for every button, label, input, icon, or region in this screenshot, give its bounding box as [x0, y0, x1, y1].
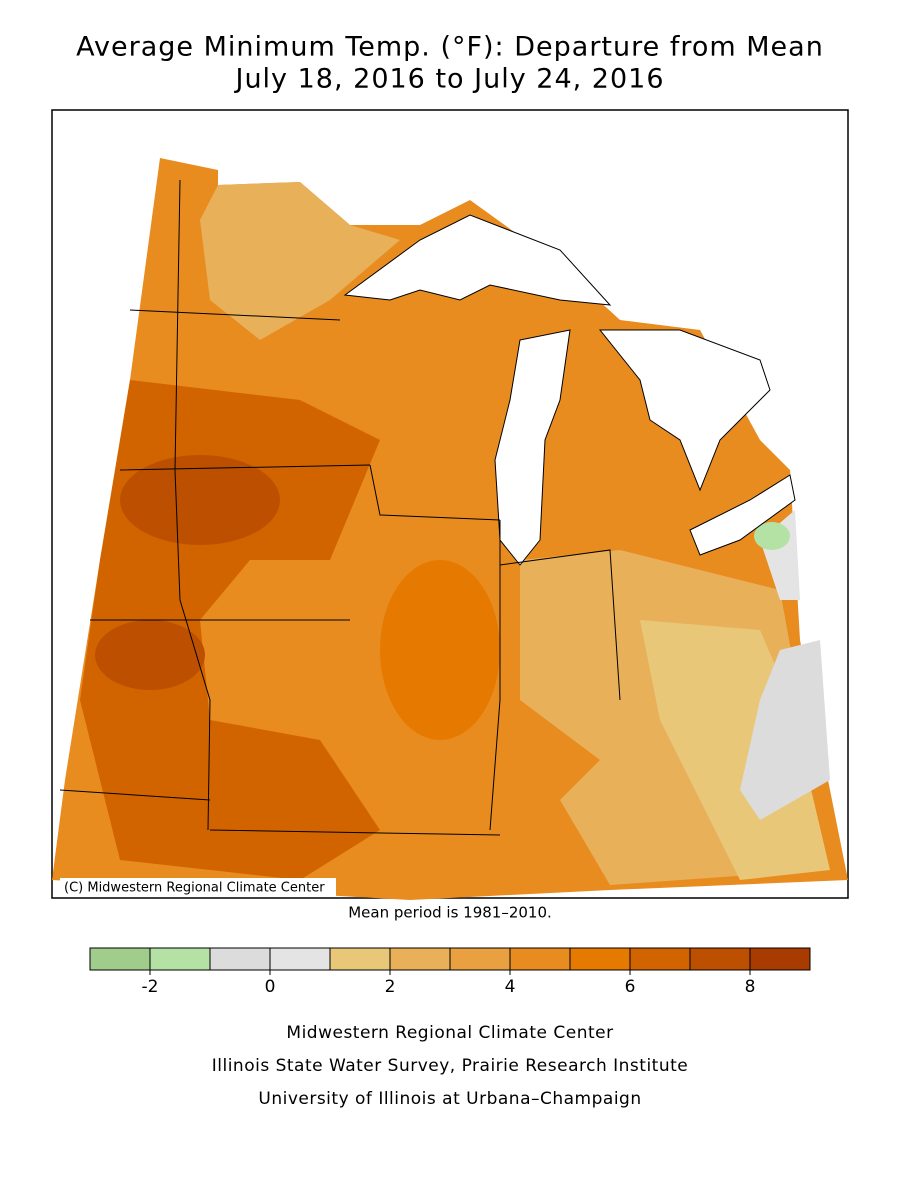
colorbar-cell — [209, 947, 271, 971]
colorbar-cell — [269, 947, 331, 971]
state-lines — [59, 179, 621, 836]
mean-period: Mean period is 1981–2010. — [348, 904, 552, 922]
credit: Illinois State Water Survey, Prairie Res… — [212, 1056, 688, 1076]
credit: University of Illinois at Urbana–Champai… — [258, 1089, 641, 1109]
colorbar-tick-label: 0 — [265, 977, 276, 997]
region-darker — [120, 455, 280, 545]
colorbar-cell — [149, 947, 211, 971]
region-darker — [95, 620, 205, 690]
colorbar-cell — [629, 947, 691, 971]
colorbar-tick-label: 2 — [385, 977, 396, 997]
title: Average Minimum Temp. (°F): Departure fr… — [76, 32, 824, 63]
copyright: (C) Midwestern Regional Climate Center — [64, 881, 325, 896]
colorbar-cell — [509, 947, 571, 971]
copyright-box — [60, 878, 336, 896]
colorbar-tick-label: 4 — [505, 977, 516, 997]
map: (C) Midwestern Regional Climate Center — [51, 109, 849, 900]
colorbar-tick-label: 6 — [625, 977, 636, 997]
colorbar-cell — [689, 947, 751, 971]
colorbar-cell — [389, 947, 451, 971]
colorbar-cell — [449, 947, 511, 971]
colorbar-cell — [89, 947, 151, 971]
region-grey — [740, 640, 830, 820]
colorbar-cell — [749, 947, 811, 971]
credit: Midwestern Regional Climate Center — [286, 1023, 613, 1043]
lake-michigan — [494, 329, 571, 566]
colorbar-tick-label: 8 — [745, 977, 756, 997]
colorbar-cell — [569, 947, 631, 971]
colorbar: -2 0 2 4 6 8 — [89, 947, 811, 997]
colorbar-cell — [329, 947, 391, 971]
region-mid — [380, 560, 500, 740]
lake-huron — [598, 329, 771, 492]
lake-erie — [689, 474, 796, 556]
lake-superior — [343, 214, 612, 306]
region-green — [754, 522, 790, 550]
subtitle: July 18, 2016 to July 24, 2016 — [233, 64, 664, 95]
region-light-north — [200, 182, 400, 340]
colorbar-tick-label: -2 — [142, 977, 159, 997]
